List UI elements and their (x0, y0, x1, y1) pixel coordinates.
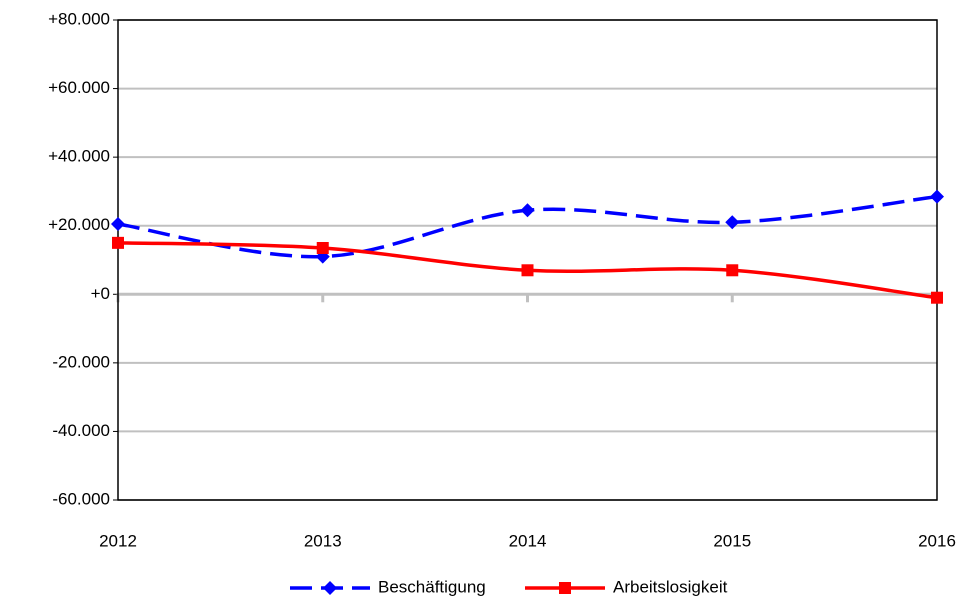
data-point (521, 264, 534, 277)
y-tick-label: +80.000 (48, 9, 110, 28)
x-tick-label: 2014 (509, 531, 547, 550)
plot-border (117, 19, 938, 501)
data-point (931, 291, 943, 304)
x-tick-label: 2015 (713, 531, 751, 550)
legend-label: Beschäftigung (378, 577, 486, 596)
y-tick-label: +0 (91, 284, 110, 303)
y-tick-label: -20.000 (52, 352, 110, 371)
x-tick-label: 2012 (99, 531, 137, 550)
data-point (315, 249, 330, 264)
y-tick-label: +40.000 (48, 147, 110, 166)
y-tick-label: -60.000 (52, 489, 110, 508)
data-point (930, 189, 944, 204)
legend-marker (323, 581, 337, 595)
legend-marker (559, 582, 571, 594)
data-point (112, 236, 124, 249)
data-point (726, 264, 739, 277)
x-tick-label: 2016 (918, 531, 956, 550)
data-point (316, 242, 329, 254)
y-tick-label: +20.000 (48, 215, 110, 234)
x-tick-label: 2013 (304, 531, 342, 550)
data-point (520, 203, 535, 218)
data-point (111, 217, 125, 231)
legend-label: Arbeitslosigkeit (613, 577, 728, 596)
data-point (725, 215, 740, 230)
y-tick-label: -40.000 (52, 421, 110, 440)
y-tick-label: +60.000 (48, 78, 110, 97)
